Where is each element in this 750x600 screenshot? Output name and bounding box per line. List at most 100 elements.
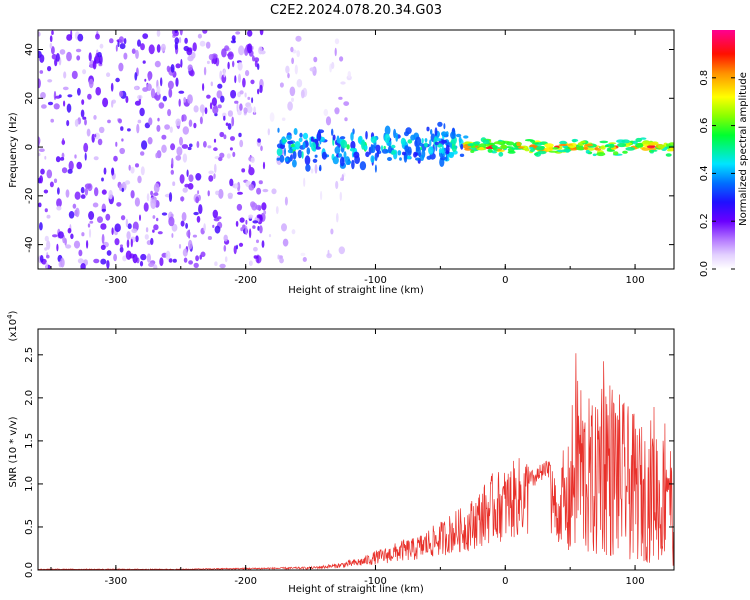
heatmap-cell: [207, 236, 212, 240]
heatmap-cell: [175, 77, 179, 87]
heatmap-cell: [93, 258, 100, 264]
heatmap-cell: [248, 214, 254, 219]
heatmap-cell: [207, 190, 210, 197]
heatmap-cell: [441, 144, 444, 155]
heatmap-cell: [332, 156, 339, 165]
heatmap-cell: [75, 48, 82, 53]
heatmap-cell: [238, 45, 245, 56]
heatmap-cell: [347, 71, 352, 79]
heatmap-cell: [199, 116, 203, 125]
heatmap-cell: [183, 97, 187, 103]
heatmap-cell: [275, 206, 279, 215]
heatmap-cell: [109, 38, 114, 44]
heatmap-cell: [82, 69, 87, 75]
heatmap-cell: [77, 87, 81, 96]
heatmap-cell: [292, 159, 297, 168]
y-tick-label: 1.0: [24, 476, 35, 492]
heatmap-cell: [120, 126, 124, 131]
heatmap-cell: [281, 117, 286, 121]
heatmap-cell: [474, 141, 481, 145]
heatmap-cell: [118, 36, 124, 44]
heatmap-cell: [238, 73, 241, 84]
colorbar-tick-label: 0.6: [699, 118, 710, 134]
heatmap-cell: [202, 83, 205, 92]
heatmap-cell: [153, 224, 159, 231]
heatmap-cell: [254, 60, 258, 68]
heatmap-cell: [331, 61, 335, 70]
heatmap-cell: [343, 151, 347, 159]
heatmap-cell: [257, 63, 260, 70]
heatmap-cell: [223, 134, 227, 140]
heatmap-cell: [44, 235, 49, 242]
heatmap-cell: [196, 141, 200, 148]
heatmap-cell: [247, 43, 253, 54]
heatmap-cell: [286, 134, 292, 140]
heatmap-cell: [187, 64, 193, 72]
heatmap-cell: [251, 97, 254, 104]
heatmap-cell: [569, 145, 576, 149]
snr-x-axis: -300 -200 -100 0 100: [50, 329, 645, 587]
heatmap-cell: [390, 144, 396, 149]
heatmap-cell: [304, 155, 311, 166]
heatmap-cell: [195, 196, 200, 204]
heatmap-region-3: [276, 121, 469, 173]
snr-y-multiplier-exponent: 4: [6, 314, 14, 319]
heatmap-cell: [185, 222, 189, 229]
heatmap-cell: [130, 190, 135, 199]
heatmap-cell: [252, 55, 255, 62]
heatmap-cell: [180, 196, 185, 202]
heatmap-cell: [287, 101, 293, 111]
heatmap-cell: [340, 139, 348, 149]
heatmap-cell: [576, 146, 585, 151]
heatmap-cell: [181, 114, 187, 122]
heatmap-cell: [142, 87, 149, 92]
heatmap-cell: [38, 136, 41, 145]
heatmap-cell: [150, 199, 157, 210]
heatmap-cell: [460, 143, 464, 150]
heatmap-cell: [415, 136, 422, 146]
heatmap-cell: [132, 253, 138, 264]
heatmap-cell: [187, 94, 193, 104]
heatmap-cell: [157, 117, 160, 122]
snr-y-multiplier: (x104): [6, 310, 19, 341]
heatmap-cell: [530, 139, 536, 143]
heatmap-cell: [230, 136, 235, 141]
heatmap-cell: [55, 53, 60, 62]
heatmap-cell: [256, 239, 259, 244]
heatmap-cell: [84, 119, 87, 126]
heatmap-cell: [126, 231, 131, 240]
heatmap-cell: [70, 233, 74, 240]
heatmap-cell: [216, 216, 222, 220]
heatmap-cell: [103, 167, 107, 175]
heatmap-cell: [59, 49, 66, 55]
heatmap-cell: [67, 168, 73, 174]
heatmap-cell: [97, 51, 102, 58]
heatmap-cell: [498, 151, 504, 157]
heatmap-cell: [148, 44, 155, 55]
heatmap-cell: [403, 153, 408, 163]
heatmap-cell: [419, 154, 425, 161]
heatmap-cell: [300, 252, 306, 256]
colorbar-tick-label: 0.4: [699, 165, 710, 181]
heatmap-cell: [256, 214, 263, 219]
heatmap-cell: [208, 54, 214, 61]
colorbar-label: Normalized spectral amplitude: [738, 72, 749, 226]
heatmap-cell: [202, 30, 208, 34]
heatmap-cell: [95, 33, 100, 40]
heatmap-cell: [191, 51, 196, 59]
heatmap-cell: [451, 145, 457, 152]
heatmap-cell: [74, 119, 79, 127]
heatmap-cell: [245, 219, 248, 225]
heatmap-cell: [262, 161, 266, 170]
heatmap-cell: [233, 245, 237, 255]
heatmap-cell: [331, 128, 334, 136]
heatmap-cell: [140, 166, 145, 176]
heatmap-cell: [80, 263, 86, 269]
heatmap-cell: [371, 145, 376, 153]
heatmap-cell: [450, 131, 456, 140]
heatmap-cell: [223, 115, 226, 121]
heatmap-cell: [622, 150, 628, 154]
heatmap-cell: [297, 149, 303, 159]
heatmap-cell: [174, 37, 180, 45]
heatmap-cell: [399, 157, 402, 161]
